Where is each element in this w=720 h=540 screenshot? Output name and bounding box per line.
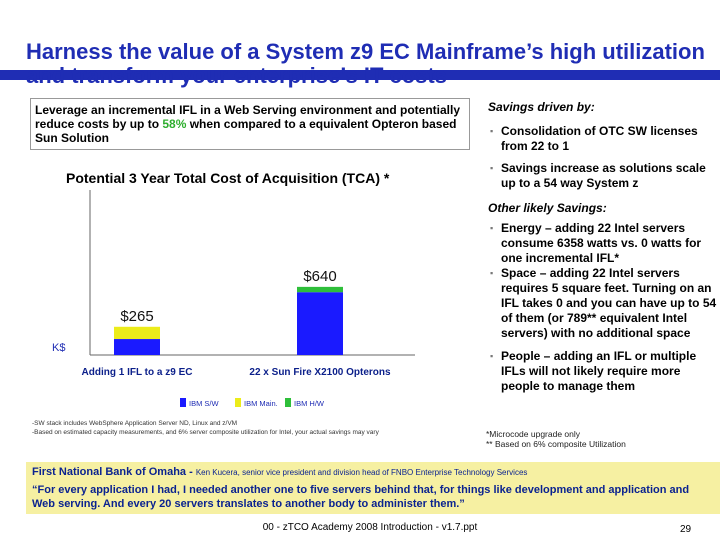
legend-swatch	[180, 398, 186, 407]
savings-item: Savings increase as solutions scale up t…	[488, 161, 718, 191]
intro-text-end: when compared to a equivalent Opteron ba…	[35, 117, 457, 145]
quote-source-org: First National Bank of Omaha -	[32, 466, 196, 478]
other-savings-heading: Other likely Savings:	[488, 201, 607, 215]
legend-label: IBM S/W	[189, 399, 220, 408]
bar-total-label: $265	[120, 308, 153, 325]
savings-list: Consolidation of OTC SW licenses from 22…	[488, 124, 718, 191]
intro-box: Leverage an incremental IFL in a Web Ser…	[30, 98, 470, 150]
x-category-label: Adding 1 IFL to a z9 EC	[82, 367, 193, 378]
footnote: -SW stack includes WebSphere Application…	[32, 420, 238, 427]
other-savings-list: Energy – adding 22 Intel servers consume…	[488, 221, 718, 341]
people-item: People – adding an IFL or multiple IFLs …	[488, 349, 718, 394]
tca-chart: Potential 3 Year Total Cost of Acquisiti…	[52, 170, 415, 408]
quote-text: “For every application I had, I needed a…	[32, 484, 690, 510]
bar-segment	[297, 292, 343, 355]
bar-total-label: $640	[303, 268, 336, 285]
quote-source: First National Bank of Omaha - Ken Kucer…	[32, 465, 714, 480]
title-underline-bar	[0, 70, 720, 80]
savings-item: Consolidation of OTC SW licenses from 22…	[488, 124, 718, 154]
slide-title: Harness the value of a System z9 EC Main…	[26, 39, 705, 88]
chart-title: Potential 3 Year Total Cost of Acquisiti…	[66, 170, 390, 186]
bar-segment	[297, 286, 343, 293]
legend-swatch	[235, 398, 241, 407]
y-axis-label: K$	[52, 342, 65, 354]
footnote: ** Based on 6% composite Utilization	[486, 439, 626, 449]
people-list: People – adding an IFL or multiple IFLs …	[488, 349, 718, 394]
legend-label: IBM H/W	[294, 399, 325, 408]
footnotes-right: *Microcode upgrade only ** Based on 6% c…	[486, 429, 716, 449]
intro-text: Leverage an incremental IFL in a Web Ser…	[35, 103, 460, 131]
customer-quote-box: First National Bank of Omaha - Ken Kucer…	[26, 462, 720, 514]
page-number: 29	[680, 524, 692, 535]
bar-segment	[114, 326, 160, 340]
x-category-label: 22 x Sun Fire X2100 Opterons	[249, 367, 391, 378]
bar-segment	[114, 339, 160, 355]
other-savings-item: Energy – adding 22 Intel servers consume…	[488, 221, 718, 266]
footnote: *Microcode upgrade only	[486, 429, 581, 439]
footnotes-left: -SW stack includes WebSphere Application…	[32, 420, 452, 437]
intro-highlight: 58%	[162, 117, 187, 131]
slide-footer: 00 - zTCO Academy 2008 Introduction - v1…	[262, 522, 478, 533]
legend-swatch	[285, 398, 291, 407]
right-column: Savings driven by: Consolidation of OTC …	[488, 100, 718, 394]
other-savings-item: Space – adding 22 Intel servers requires…	[488, 266, 718, 341]
savings-heading: Savings driven by:	[488, 100, 595, 114]
footnote: -Based on estimated capacity measurement…	[32, 428, 379, 436]
quote-source-person: Ken Kucera, senior vice president and di…	[195, 468, 528, 477]
legend-label: IBM Main.	[244, 399, 278, 408]
